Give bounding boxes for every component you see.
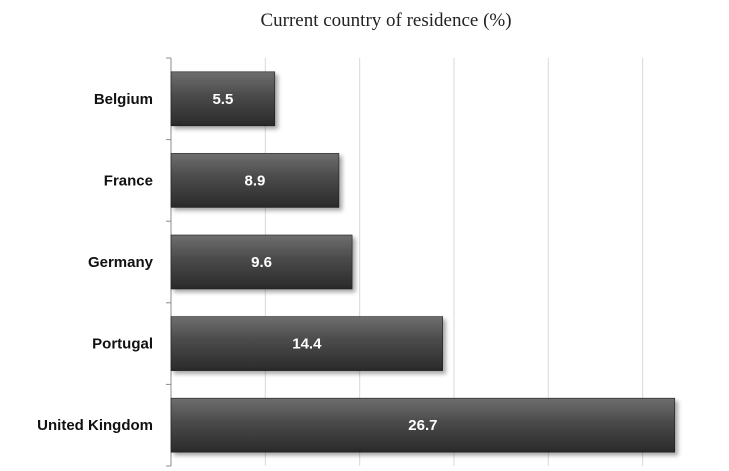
category-label-3: Portugal: [92, 336, 153, 353]
bars: [170, 71, 676, 453]
bar-4: [170, 397, 676, 453]
data-label-3: 14.4: [292, 336, 322, 353]
data-label-2: 9.6: [251, 254, 272, 271]
chart-title: Current country of residence (%): [260, 10, 511, 31]
labels: Belgium 5.5 France 8.9 Germany 9.6 Portugal 14.…: [37, 91, 437, 434]
category-label-0: Belgium: [94, 91, 153, 108]
bar-1: [170, 153, 340, 208]
category-label-4: United Kingdom: [37, 417, 153, 434]
data-label-0: 5.5: [212, 91, 233, 108]
category-label-1: France: [104, 172, 153, 189]
category-axis: [166, 57, 172, 467]
bar-0: [170, 71, 276, 127]
bar-3: [170, 316, 443, 371]
data-label-1: 8.9: [245, 172, 266, 189]
bar-2: [170, 234, 353, 290]
category-label-2: Germany: [88, 254, 154, 271]
data-label-4: 26.7: [408, 417, 437, 434]
